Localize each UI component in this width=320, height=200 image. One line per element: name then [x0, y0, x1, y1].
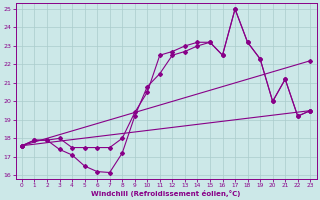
- X-axis label: Windchill (Refroidissement éolien,°C): Windchill (Refroidissement éolien,°C): [92, 190, 241, 197]
